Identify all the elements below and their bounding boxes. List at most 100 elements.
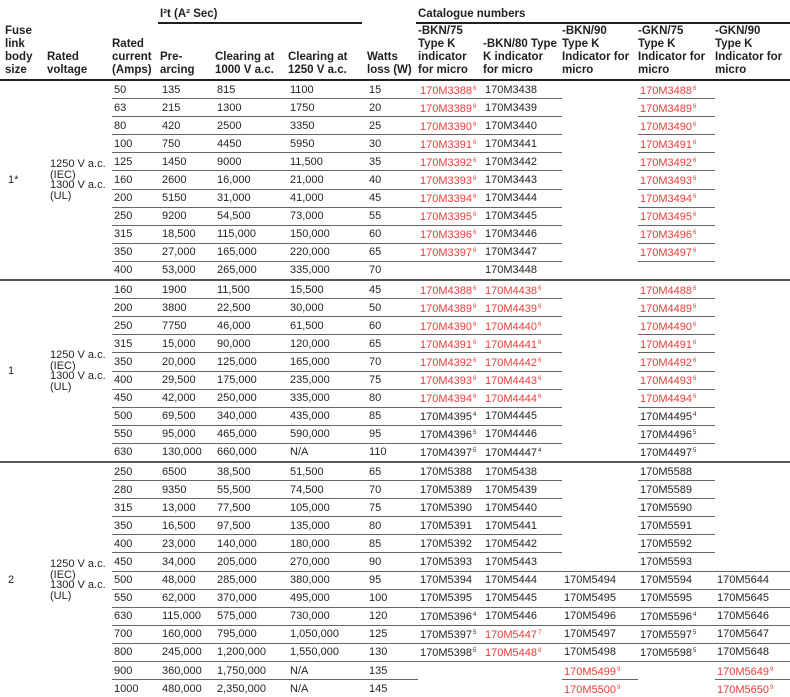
footnote-marker: 6 [473, 85, 477, 92]
watts-loss: 50 [367, 298, 418, 318]
table-row: 500 48,000 285,000 380,000 95 170M5394 170M544… [0, 571, 790, 590]
pre-arcing: 750 [160, 134, 215, 154]
catalogue-number [715, 389, 790, 407]
part-number: 170M5494 [564, 574, 616, 587]
column-header: Watts loss (W) [367, 51, 412, 76]
part-number: 170M5595 [640, 592, 692, 605]
watts-loss: 55 [367, 207, 418, 226]
column-header: -GKN/75 Type K Indicator for micro [638, 25, 706, 76]
pre-arcing: 5150 [160, 189, 215, 208]
table-row: 125 1450 9000 11,500 35 170M33926 170M3442 170M… [0, 152, 790, 172]
catalogue-number [562, 353, 638, 371]
clearing-1000v: 4450 [215, 134, 288, 154]
catalogue-number: 170M3441 [483, 134, 562, 154]
clearing-1000v: 285,000 [215, 571, 288, 590]
catalogue-number: 170M44416 [483, 334, 562, 354]
catalogue-number: 170M34956 [638, 207, 715, 226]
clearing-1000v: 815 [215, 81, 288, 100]
rated-current: 280 [112, 480, 160, 500]
watts-loss: 95 [367, 571, 418, 590]
catalogue-number: 170M5494 [562, 571, 638, 590]
rated-current: 350 [112, 516, 160, 536]
catalogue-number: 170M5441 [483, 516, 562, 536]
catalogue-number: 170M5589 [638, 480, 715, 500]
rated-current: 900 [112, 661, 160, 681]
footnote-marker: 6 [693, 121, 697, 128]
clearing-1000v: 115,000 [215, 225, 288, 244]
voltage-line: 1300 V a.c. [50, 370, 106, 382]
footnote-marker: 6 [538, 357, 542, 364]
part-number: 170M4491 [640, 338, 692, 351]
clearing-1250v: 1,550,000 [288, 643, 367, 663]
catalogue-number [562, 117, 638, 135]
clearing-1250v: 435,000 [288, 407, 367, 426]
table-row: 350 16,500 97,500 135,000 80 170M5391 170M5441… [0, 516, 790, 536]
footnote-marker: 5 [693, 430, 697, 437]
catalogue-number: 170M5395 [418, 589, 483, 608]
watts-loss: 90 [367, 552, 418, 572]
clearing-1000v: 165,000 [215, 243, 288, 262]
part-number: 170M5590 [640, 501, 692, 514]
part-number: 170M5439 [485, 483, 537, 496]
footnote-marker: 6 [693, 103, 697, 110]
table-row: 1 1250 V a.c. (IEC) 1300 V a.c. (UL) 160 1900 1… [0, 279, 790, 462]
rated-current: 63 [112, 98, 160, 118]
catalogue-number: 170M5394 [418, 571, 483, 590]
catalogue-number: 170M33956 [418, 207, 483, 226]
clearing-1000v: 205,000 [215, 552, 288, 572]
catalogue-number [418, 662, 483, 680]
footnote-marker: 6 [473, 376, 477, 383]
pre-arcing: 9350 [160, 480, 215, 500]
table-row: 550 95,000 465,000 590,000 95 170M43965 170M44… [0, 425, 790, 444]
watts-loss: 120 [367, 607, 418, 626]
table-row: 160 2600 16,000 21,000 40 170M33936 170M3443 17… [0, 170, 790, 190]
catalogue-number: 170M34926 [638, 152, 715, 172]
part-number: 170M5497 [564, 628, 616, 641]
voltage-line: (IEC) [50, 359, 76, 372]
catalogue-number [715, 207, 790, 225]
catalogue-number [562, 407, 638, 425]
rated-current: 450 [112, 552, 160, 572]
table-row: 350 27,000 165,000 220,000 65 170M33976 170M34… [0, 243, 790, 262]
part-number: 170M4397 [420, 447, 472, 460]
footnote-marker: 6 [693, 394, 697, 401]
voltage-line: (UL) [50, 589, 72, 602]
rated-current: 400 [112, 371, 160, 390]
footnote-marker: 6 [473, 103, 477, 110]
part-number: 170M5394 [420, 574, 472, 587]
pre-arcing: 13,000 [160, 498, 215, 518]
clearing-1250v: 41,000 [288, 189, 367, 208]
clearing-1250v: 3350 [288, 116, 367, 136]
footnote-marker: 6 [693, 248, 697, 255]
part-number: 170M4496 [640, 429, 692, 442]
footnote-marker: 6 [473, 194, 477, 201]
rated-voltage: 1250 V a.c. (IEC) 1300 V a.c. (UL) [47, 460, 112, 697]
watts-loss: 95 [367, 425, 418, 444]
part-number: 170M5389 [420, 483, 472, 496]
part-number: 170M5441 [485, 519, 537, 532]
catalogue-number [715, 499, 790, 517]
clearing-1000v: 2,350,000 [217, 682, 266, 695]
rated-current: 200 [112, 189, 160, 208]
catalogue-number: 170M54477 [483, 625, 562, 644]
column-header: Clearing at 1000 V a.c. [215, 51, 275, 76]
pre-arcing: 7750 [160, 316, 215, 336]
catalogue-number: 170M44474 [483, 443, 562, 462]
catalogue-number: 170M33936 [418, 170, 483, 190]
catalogue-number: 170M5393 [418, 552, 483, 572]
clearing-1000v: 465,000 [215, 425, 288, 444]
catalogue-number: 170M33926 [418, 152, 483, 172]
catalogue-number [715, 353, 790, 371]
catalogue-number: 170M56509 [715, 680, 790, 697]
part-number: 170M3446 [485, 228, 537, 241]
catalogue-number: 170M44916 [638, 334, 715, 354]
footnote-marker: 6 [693, 139, 697, 146]
voltage-line: (IEC) [50, 168, 76, 181]
watts-loss: 100 [367, 589, 418, 608]
table-row: 315 18,500 115,000 150,000 60 170M33966 170M34… [0, 225, 790, 244]
catalogue-number [715, 299, 790, 317]
catalogue-number [562, 371, 638, 389]
part-number: 170M4393 [420, 375, 472, 388]
footnote-marker: 8 [538, 648, 542, 655]
catalogue-number: 170M5389 [418, 480, 483, 500]
